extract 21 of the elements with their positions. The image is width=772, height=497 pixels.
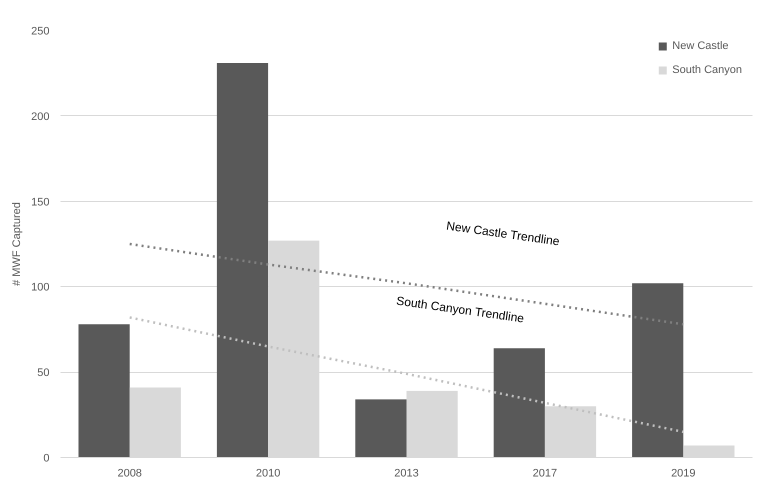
x-tick-label: 2017 (532, 468, 558, 480)
y-tick-label: 200 (31, 110, 50, 123)
bar (632, 283, 684, 458)
y-tick-label: 250 (31, 26, 50, 38)
bar (355, 399, 406, 458)
x-tick-label: 2019 (671, 468, 696, 480)
y-axis-title: # MWF Captured (11, 202, 24, 286)
bar (216, 62, 268, 458)
legend-label: South Canyon (672, 64, 742, 76)
x-tick-label: 2008 (117, 468, 142, 480)
y-tick-label: 0 (43, 452, 50, 464)
annotation: South Canyon Trendline (396, 294, 526, 326)
y-tick-label: 150 (31, 196, 50, 208)
bar (494, 348, 545, 458)
x-tick-label: 2013 (394, 468, 419, 480)
annotation: New Castle Trendline (446, 218, 561, 248)
bar (78, 324, 130, 458)
y-tick-label: 50 (37, 367, 50, 380)
x-tick-label: 2010 (256, 468, 280, 480)
y-tick-label: 100 (31, 282, 50, 294)
legend-label: New Castle (672, 40, 729, 52)
